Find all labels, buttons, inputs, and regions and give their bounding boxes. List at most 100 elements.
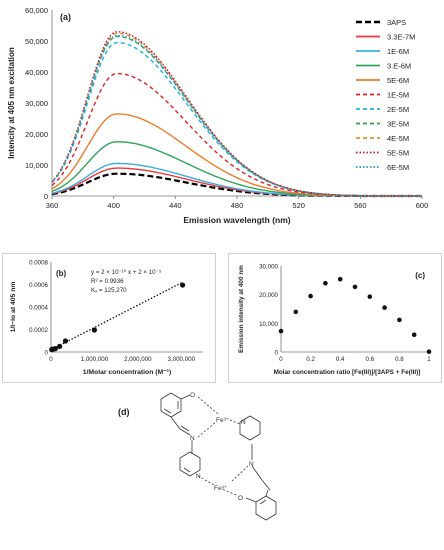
x-tick-label: 3,000,000 xyxy=(168,356,196,363)
y-tick-label: 0.0006 xyxy=(29,282,48,289)
oxygen-atom-upper: O xyxy=(190,392,195,399)
data-point xyxy=(57,343,63,349)
coordination-bond xyxy=(197,421,217,438)
y-tick-label: 0 xyxy=(45,350,49,357)
data-point xyxy=(293,309,299,315)
x-tick-label: 0.8 xyxy=(395,356,404,363)
panel-c: 0 10,000 20,000 30,000 0 0.2 0.4 0.6 0.8 1 Molar c… xyxy=(228,253,442,383)
chart-c: 0 10,000 20,000 30,000 0 0.2 0.4 0.6 0.8 1 Molar c… xyxy=(238,264,432,376)
legend-label: 6E-5M xyxy=(387,163,409,172)
data-point xyxy=(278,328,284,334)
coordination-bond xyxy=(229,419,241,425)
panel-label: (a) xyxy=(60,12,71,22)
legend-label: 5E-5M xyxy=(387,149,409,158)
x-tick-label: 2,000,000 xyxy=(124,356,152,363)
data-point xyxy=(91,327,98,333)
x-tick-label: 0.6 xyxy=(365,356,374,363)
x-tick-label: 1,000,000 xyxy=(81,356,109,363)
data-point xyxy=(323,280,328,286)
panel-label: (b) xyxy=(56,269,67,278)
y-tick-label: 0.0008 xyxy=(29,260,48,267)
data-point xyxy=(397,317,402,323)
x-axis-title: Emission wavelength (nm) xyxy=(183,215,290,225)
data-point xyxy=(308,293,313,299)
legend-label: 1E-6M xyxy=(387,47,409,56)
lower-phenyl-ring xyxy=(255,495,277,521)
y-tick-label: 30,000 xyxy=(25,99,48,108)
series-line xyxy=(51,32,422,197)
x-axis-title: Molar concentration ratio [Fe(III)]/[3AP… xyxy=(274,369,421,376)
data-point xyxy=(382,305,387,310)
y-tick-label: 10,000 xyxy=(25,161,48,170)
legend-label: 4E-5M xyxy=(387,134,409,143)
nitrogen-atom-pyridine-upper: N xyxy=(241,419,246,426)
y-axis-title: 1/I−Io at 405 nm xyxy=(10,282,17,333)
data-point xyxy=(411,332,417,338)
trendline xyxy=(50,281,183,351)
data-point xyxy=(180,282,186,288)
y-tick-label: 10,000 xyxy=(259,321,278,328)
x-tick-label: 360 xyxy=(46,201,59,210)
iron-atom-lower: Fe³⁺ xyxy=(214,485,228,492)
oxygen-atom-lower: O xyxy=(238,495,243,502)
series-line xyxy=(51,30,422,197)
x-tick-label: 600 xyxy=(416,201,429,210)
x-tick-label: 520 xyxy=(292,201,305,210)
panel-a: 0 10,000 20,000 30,000 40,000 50,000 60,000 360… xyxy=(0,0,444,232)
legend-label: 1E-5M xyxy=(387,91,409,100)
x-tick-label: 560 xyxy=(354,201,367,210)
y-tick-label: 50,000 xyxy=(25,37,48,46)
coordination-bond xyxy=(197,475,215,486)
data-point xyxy=(62,338,69,344)
x-tick-label: 1 xyxy=(427,356,431,363)
complex-structure: O Fe³⁺ N N N N Fe³⁺ O xyxy=(160,392,277,521)
y-tick-label: 0.0002 xyxy=(29,327,48,334)
series-line xyxy=(51,34,422,197)
series-line xyxy=(51,172,422,198)
y-axis-title: Emission intensity at 400 nm xyxy=(238,265,245,353)
fit-annotation: Kₓ = 125,270 xyxy=(91,287,127,294)
series-line xyxy=(51,35,422,197)
lower-left-pyridine xyxy=(179,451,201,477)
nitrogen-atom-imine-lower: N xyxy=(249,461,254,468)
x-tick-label: 0.4 xyxy=(336,356,345,363)
upper-right-pyridine xyxy=(239,415,261,441)
x-tick-label: 0.2 xyxy=(306,356,315,363)
y-tick-label: 0.0004 xyxy=(29,305,48,312)
y-tick-label: 40,000 xyxy=(25,68,48,77)
y-tick-label: 20,000 xyxy=(259,292,278,299)
nitrogen-atom-imine-upper: N xyxy=(190,435,195,442)
iron-atom-upper: Fe³⁺ xyxy=(216,417,230,424)
coordination-bond xyxy=(221,488,237,496)
fit-annotation: R² = 0.9936 xyxy=(91,278,124,285)
legend-label: 3.3E-7M xyxy=(387,33,415,42)
x-axis-title: 1/Molar concentration (M⁻¹) xyxy=(83,369,172,376)
nitrogen-atom-pyridine-lower: N xyxy=(196,473,201,480)
data-point xyxy=(337,276,343,282)
x-tick-label: 400 xyxy=(107,201,120,210)
legend-label: 3.E-6M xyxy=(387,62,411,71)
chart-a: 0 10,000 20,000 30,000 40,000 50,000 60,000 360… xyxy=(7,6,429,225)
series-line xyxy=(51,41,422,197)
y-tick-label: 20,000 xyxy=(25,130,48,139)
panel-label: (c) xyxy=(415,271,425,280)
upper-phenyl-ring xyxy=(160,392,182,418)
y-axis-title: Intencity at 405 nm excitation xyxy=(7,47,16,159)
legend-label: 3E-5M xyxy=(387,120,409,129)
x-tick-label: 0 xyxy=(279,356,283,363)
y-tick-label: 0 xyxy=(275,350,279,357)
panel-b: 0 0.0002 0.0004 0.0006 0.0008 0 1,000,000 2,000… xyxy=(2,253,216,383)
panel-d: (d) xyxy=(0,382,444,550)
legend-label: 5E-6M xyxy=(387,76,409,85)
y-tick-label: 60,000 xyxy=(25,6,48,15)
fit-annotation: y = 2 × 10⁻¹⁰ x + 2 × 10⁻⁵ xyxy=(91,269,162,276)
data-point xyxy=(352,284,358,290)
coordination-bond xyxy=(197,396,219,415)
x-tick-label: 480 xyxy=(231,201,244,210)
x-tick-label: 440 xyxy=(169,201,182,210)
y-tick-label: 30,000 xyxy=(259,264,278,271)
legend-label: 3APS xyxy=(387,18,406,27)
panel-d-label: (d) xyxy=(118,407,130,417)
chart-b: 0 0.0002 0.0004 0.0006 0.0008 0 1,000,000 2,000… xyxy=(10,260,203,376)
x-tick-label: 0 xyxy=(49,356,53,363)
